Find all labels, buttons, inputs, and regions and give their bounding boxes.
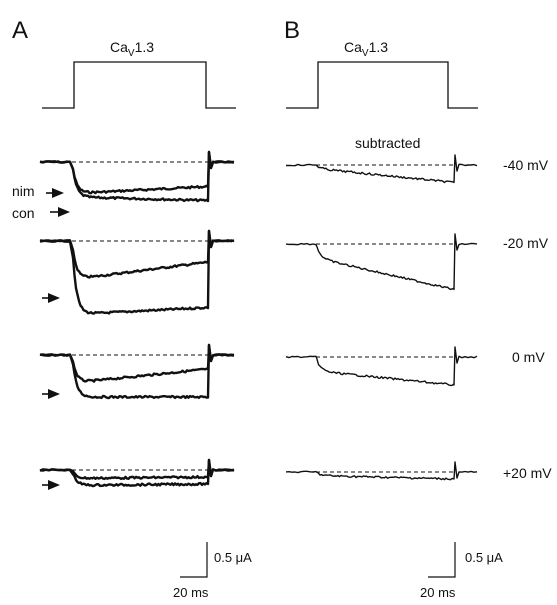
voltage-protocol-b — [286, 61, 478, 109]
trace-a-row-1-nim — [39, 150, 235, 195]
voltage-protocol-a — [42, 61, 236, 109]
scale-bar-b — [428, 542, 456, 578]
trace-b-row-2-subtracted — [285, 233, 478, 291]
trace-a-row-2-nim — [39, 229, 235, 279]
trace-b-row-4-subtracted — [285, 461, 478, 481]
arrow-row-4 — [48, 480, 60, 490]
voltage-label-row-2: -20 mV — [503, 235, 549, 251]
trace-a-row-2-con — [39, 229, 235, 315]
scale-current-a: 0.5 μA — [214, 550, 252, 565]
arrow-row-2 — [48, 293, 60, 303]
voltage-label-row-4: +20 mV — [503, 465, 552, 481]
trace-a-row-3-con — [39, 343, 235, 400]
protocol-label-b: CaV1.3 — [344, 39, 388, 59]
arrow-con — [58, 207, 70, 217]
scale-current-b: 0.5 μA — [465, 550, 503, 565]
panel-letter-b: B — [284, 17, 300, 44]
trace-a-row-4-nim — [39, 458, 235, 481]
arrow-label-con: con — [12, 205, 35, 221]
current-traces — [39, 150, 478, 488]
arrow-row-3 — [48, 389, 60, 399]
arrow-nim — [52, 188, 64, 198]
trace-b-row-3-subtracted — [285, 346, 478, 387]
protocol-label-a: CaV1.3 — [110, 39, 154, 59]
trace-b-row-1-subtracted — [285, 154, 478, 184]
trace-a-row-4-con — [39, 458, 235, 488]
voltage-label-row-1: -40 mV — [503, 157, 549, 173]
trace-a-row-3-nim — [39, 343, 235, 383]
scale-time-b: 20 ms — [420, 585, 456, 600]
trace-a-row-1-con — [39, 150, 235, 203]
trace-arrows — [42, 188, 70, 490]
scale-time-a: 20 ms — [173, 585, 209, 600]
arrow-label-nim: nim — [12, 183, 35, 199]
scale-bar-a — [180, 542, 208, 578]
baselines — [72, 161, 454, 473]
panel-letter-a: A — [12, 17, 28, 44]
voltage-label-row-3: 0 mV — [512, 349, 545, 365]
subtracted-label: subtracted — [355, 135, 420, 151]
